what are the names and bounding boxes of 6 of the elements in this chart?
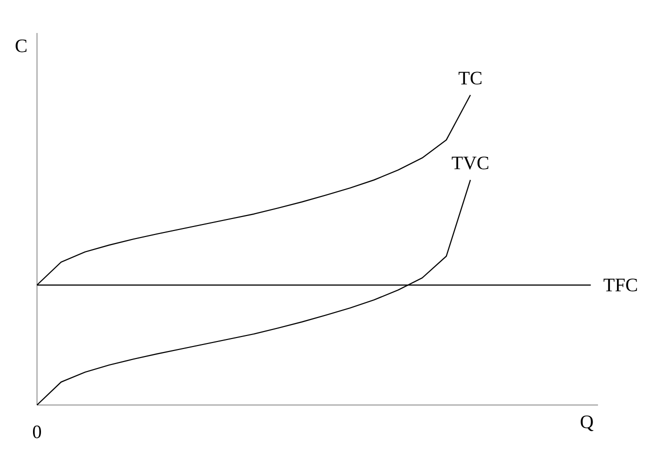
series-label: TC [458, 72, 482, 85]
x-axis-title: Q [580, 415, 594, 432]
series-label: TVC [452, 156, 488, 170]
series-label: TFC [604, 278, 637, 292]
text: 0 [32, 425, 42, 438]
y-axis-title: C [16, 40, 26, 52]
